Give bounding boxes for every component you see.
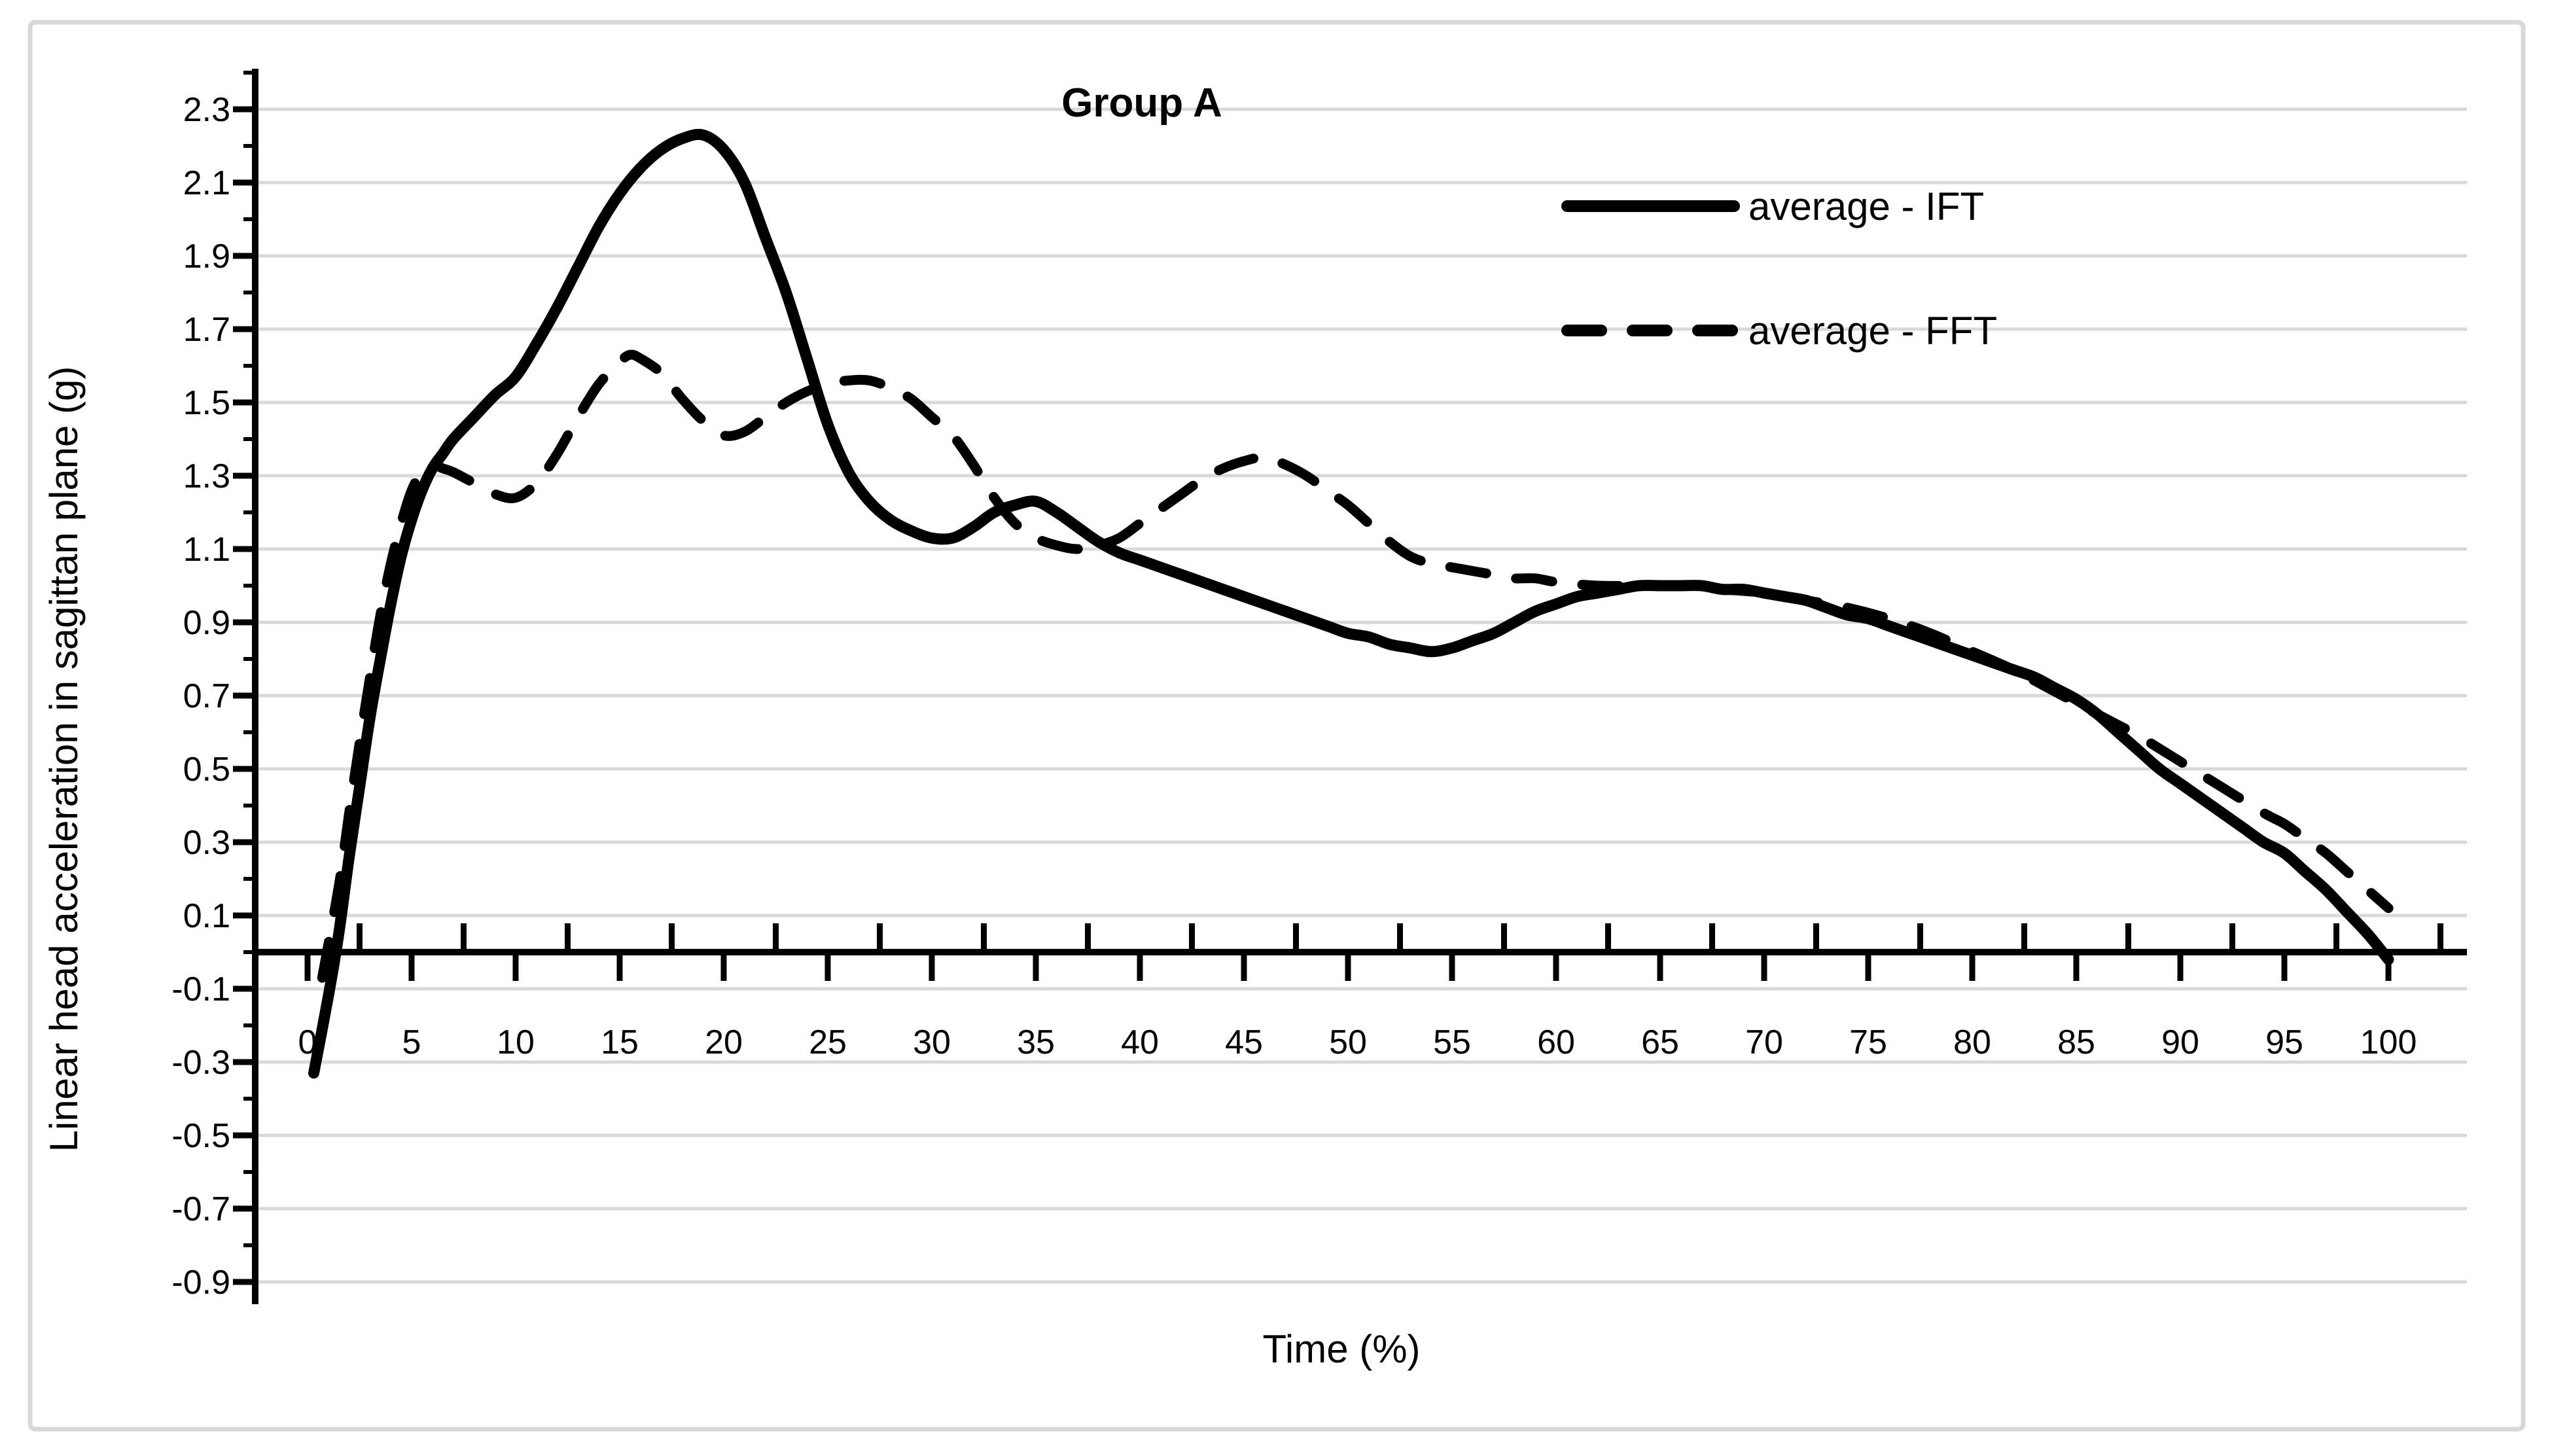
chart-title: Group A — [1061, 80, 1222, 126]
x-tick-label: 55 — [1433, 1023, 1471, 1061]
legend: average - IFT average - FFT — [1561, 185, 1997, 353]
legend-label-fft: average - FFT — [1748, 309, 1997, 353]
x-tick-label: 40 — [1121, 1023, 1159, 1061]
y-tick-label: -0.5 — [171, 1117, 230, 1155]
legend-item-fft: average - FFT — [1561, 309, 1997, 353]
x-tick-label: 75 — [1849, 1023, 1887, 1061]
x-tick-label: 15 — [601, 1023, 639, 1061]
x-tick-label: 95 — [2265, 1023, 2303, 1061]
x-tick-label: 50 — [1329, 1023, 1367, 1061]
x-tick-label: 70 — [1745, 1023, 1783, 1061]
x-axis-title: Time (%) — [1262, 1327, 1420, 1371]
x-tick-label: 90 — [2161, 1023, 2199, 1061]
y-axis-title: Linear head acceleration in sagittan pla… — [42, 366, 86, 1152]
x-tick-label: 60 — [1537, 1023, 1575, 1061]
series-line-average-ift — [308, 128, 2394, 1079]
y-axis-tick-labels: 2.3 2.1 1.9 1.7 1.5 1.3 1.1 0.9 0.7 0.5 0.3 0.1 -0.1… — [171, 91, 230, 1302]
y-tick-label: -0.1 — [171, 970, 230, 1008]
y-tick-label: 0.3 — [183, 824, 230, 862]
x-tick-label: 35 — [1017, 1023, 1055, 1061]
y-tick-label: -0.9 — [171, 1264, 230, 1302]
y-tick-label: 2.1 — [183, 164, 230, 202]
series-group — [308, 128, 2394, 1079]
x-tick-label: 30 — [913, 1023, 951, 1061]
y-tick-label: 1.3 — [183, 457, 230, 495]
x-axis-tick-labels: 0 5 10 15 20 25 30 35 40 45 50 55 60 65 70 75 80 85 90 95 10… — [298, 1023, 2417, 1061]
x-tick-label: 85 — [2057, 1023, 2095, 1061]
y-tick-label: -0.7 — [171, 1190, 230, 1228]
gridlines — [255, 107, 2467, 1284]
y-axis-ticks — [233, 71, 257, 1285]
x-tick-label: 100 — [2360, 1023, 2417, 1061]
y-tick-label: 0.5 — [183, 751, 230, 789]
y-tick-label: 1.7 — [183, 311, 230, 349]
x-tick-label: 20 — [705, 1023, 743, 1061]
y-tick-label: 0.7 — [183, 677, 230, 715]
legend-item-ift: average - IFT — [1561, 185, 1984, 228]
y-tick-label: 0.9 — [183, 604, 230, 642]
x-tick-label: 10 — [497, 1023, 535, 1061]
x-tick-label: 45 — [1225, 1023, 1263, 1061]
y-tick-label: 1.1 — [183, 531, 230, 569]
x-tick-label: 65 — [1641, 1023, 1679, 1061]
series-line-average-fft — [317, 349, 2394, 983]
x-tick-label: 5 — [402, 1023, 421, 1061]
x-tick-label: 80 — [1953, 1023, 1991, 1061]
chart-border — [27, 20, 2526, 1432]
y-tick-label: 1.5 — [183, 384, 230, 422]
x-axis-ticks — [304, 923, 2443, 981]
y-tick-label: 0.1 — [183, 897, 230, 935]
y-tick-label: 1.9 — [183, 238, 230, 275]
y-tick-label: -0.3 — [171, 1044, 230, 1082]
y-tick-label: 2.3 — [183, 91, 230, 129]
x-tick-label: 25 — [809, 1023, 847, 1061]
legend-label-ift: average - IFT — [1748, 185, 1984, 228]
